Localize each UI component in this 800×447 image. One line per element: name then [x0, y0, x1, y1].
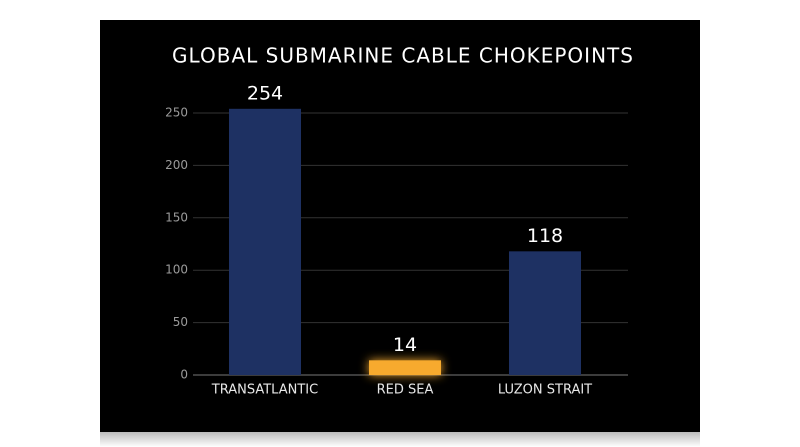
- bar: [509, 251, 581, 375]
- panel-shadow: [100, 432, 700, 447]
- x-tick-label: TRANSATLANTIC: [211, 383, 318, 398]
- y-tick-label: 0: [180, 368, 188, 382]
- y-tick-label: 250: [165, 106, 188, 120]
- bar: [229, 108, 301, 376]
- y-tick-label: 150: [165, 210, 188, 224]
- bar: [369, 360, 441, 375]
- x-tick-label: LUZON STRAIT: [498, 383, 592, 398]
- x-tick-label: RED SEA: [377, 383, 434, 398]
- y-tick-label: 50: [173, 315, 188, 329]
- chart-title: GLOBAL SUBMARINE CABLE CHOKEPOINTS: [172, 44, 634, 68]
- value-label: 14: [393, 334, 417, 356]
- y-tick-label: 100: [165, 263, 188, 277]
- value-label: 254: [247, 82, 283, 104]
- y-tick-label: 200: [165, 158, 188, 172]
- value-label: 118: [527, 225, 563, 247]
